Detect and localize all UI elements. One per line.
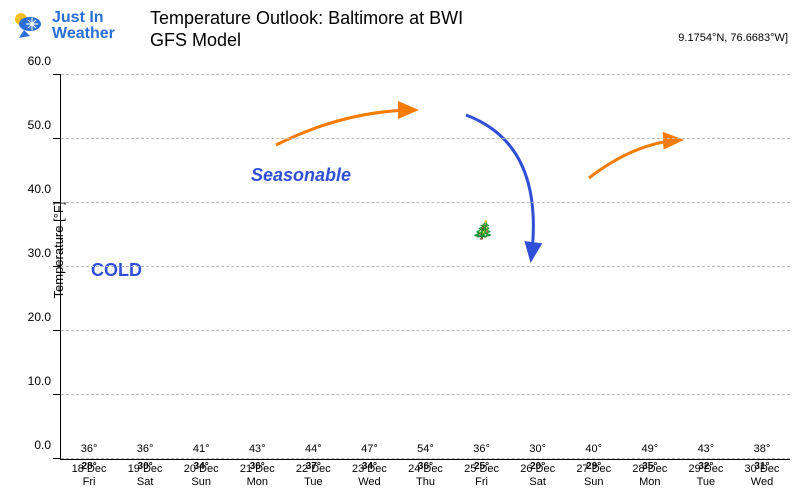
y-tick-label: 60.0 (28, 54, 51, 68)
y-tick-label: 20.0 (28, 310, 51, 324)
x-tick-label: 30 DecWed (734, 463, 790, 489)
bar-high-label: 40° (577, 443, 611, 455)
chart-subtitle: GFS Model (150, 30, 241, 51)
x-tick-label: 23 DecWed (341, 463, 397, 489)
y-tick-label: 40.0 (28, 182, 51, 196)
gridline (61, 330, 790, 331)
logo: Just In Weather (10, 8, 115, 44)
y-tick-label: 10.0 (28, 374, 51, 388)
y-tick (53, 330, 61, 331)
x-tick-label: 18 DecFri (61, 463, 117, 489)
x-tick-label: 27 DecSun (566, 463, 622, 489)
bar-high-label: 44° (297, 443, 331, 455)
y-tick (53, 202, 61, 203)
logo-icon (10, 8, 46, 44)
x-tick-label: 22 DecTue (285, 463, 341, 489)
bar-high-label: 36° (465, 443, 499, 455)
chart-title: Temperature Outlook: Baltimore at BWI (150, 8, 463, 29)
y-tick-label: 30.0 (28, 246, 51, 260)
x-tick-label: 26 DecSat (510, 463, 566, 489)
x-tick-label: 19 DecSat (117, 463, 173, 489)
gridline (61, 394, 790, 395)
y-tick (53, 266, 61, 267)
logo-line1: Just In (52, 10, 115, 26)
x-tick-label: 20 DecSun (173, 463, 229, 489)
bar-high-label: 54° (409, 443, 443, 455)
y-tick (53, 394, 61, 395)
bars-container: 36°28°18 DecFri36°30°19 DecSat41°34°20 D… (61, 75, 790, 459)
bar-high-label: 43° (689, 443, 723, 455)
y-tick (53, 74, 61, 75)
x-tick-label: 21 DecMon (229, 463, 285, 489)
y-tick-label: 50.0 (28, 118, 51, 132)
logo-line2: Weather (52, 26, 115, 42)
bar-high-label: 41° (184, 443, 218, 455)
y-tick (53, 458, 61, 459)
bar-high-label: 47° (353, 443, 387, 455)
y-tick (53, 138, 61, 139)
bar-high-label: 36° (128, 443, 162, 455)
gridline (61, 138, 790, 139)
x-tick-label: 28 DecMon (622, 463, 678, 489)
bar-high-label: 38° (745, 443, 779, 455)
coordinates: 9.1754°N, 76.6683°W] (678, 32, 788, 44)
chart-area: COLD Seasonable 🎄 36°28°18 DecFri36°30°1… (60, 75, 790, 460)
x-tick-label: 29 DecTue (678, 463, 734, 489)
bar-high-label: 49° (633, 443, 667, 455)
bar-high-label: 36° (72, 443, 106, 455)
logo-text: Just In Weather (52, 10, 115, 42)
gridline (61, 74, 790, 75)
gridline (61, 458, 790, 459)
bar-high-label: 30° (521, 443, 555, 455)
bar-high-label: 43° (240, 443, 274, 455)
x-tick-label: 25 DecFri (454, 463, 510, 489)
gridline (61, 202, 790, 203)
gridline (61, 266, 790, 267)
y-tick-label: 0.0 (34, 438, 51, 452)
x-tick-label: 24 DecThu (397, 463, 453, 489)
